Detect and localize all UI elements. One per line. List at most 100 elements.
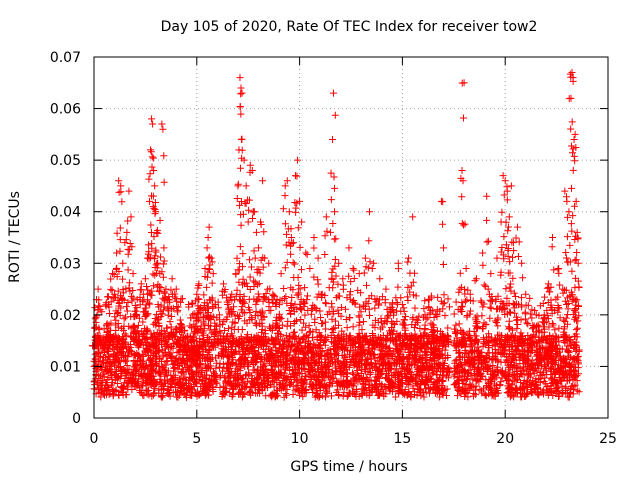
data-point <box>484 390 492 398</box>
data-point <box>239 379 247 387</box>
data-point <box>315 361 323 369</box>
data-point <box>468 347 476 355</box>
data-point <box>412 342 420 350</box>
data-point <box>189 360 197 368</box>
data-point <box>486 363 494 371</box>
data-point <box>131 377 139 385</box>
data-point <box>139 377 147 385</box>
data-point <box>513 325 521 333</box>
data-point <box>405 348 413 356</box>
data-point <box>241 309 249 317</box>
data-point <box>358 391 366 399</box>
data-point <box>93 378 101 386</box>
data-point <box>300 319 308 327</box>
data-point <box>398 301 406 309</box>
data-point <box>195 308 203 316</box>
data-point <box>236 243 244 251</box>
data-point <box>352 376 360 384</box>
data-point <box>323 227 331 235</box>
data-point <box>461 297 469 305</box>
data-point <box>240 292 248 300</box>
data-point <box>252 376 260 384</box>
data-point <box>91 323 99 331</box>
data-point <box>296 305 304 313</box>
data-point <box>261 330 269 338</box>
data-point <box>110 388 118 396</box>
data-point <box>141 312 149 320</box>
data-point <box>194 310 202 318</box>
data-point <box>148 244 156 252</box>
data-point <box>259 341 267 349</box>
data-point <box>137 286 145 294</box>
data-point <box>313 377 321 385</box>
data-point <box>152 261 160 269</box>
data-point <box>362 332 370 340</box>
data-point <box>259 362 267 370</box>
data-point <box>370 338 378 346</box>
data-point <box>294 289 302 297</box>
data-point <box>388 324 396 332</box>
data-point <box>355 270 363 278</box>
data-point <box>435 353 443 361</box>
data-point <box>157 283 165 291</box>
data-point <box>300 302 308 310</box>
data-point <box>328 315 336 323</box>
data-point <box>524 390 532 398</box>
data-point <box>343 376 351 384</box>
data-point <box>391 383 399 391</box>
data-point <box>308 355 316 363</box>
data-point <box>296 285 304 293</box>
data-point <box>234 326 242 334</box>
data-point <box>235 342 243 350</box>
data-point <box>246 286 254 293</box>
data-point <box>565 376 573 384</box>
data-point <box>571 373 579 381</box>
data-point <box>142 301 150 309</box>
data-point <box>411 304 419 312</box>
data-point <box>386 385 394 393</box>
data-point <box>291 172 299 180</box>
data-point <box>433 371 441 379</box>
data-point <box>327 196 335 204</box>
data-point <box>390 309 398 317</box>
data-point <box>309 385 317 393</box>
data-point <box>103 355 111 363</box>
data-point <box>108 286 116 294</box>
data-point <box>386 378 394 386</box>
data-point <box>164 379 172 387</box>
data-point <box>382 365 390 373</box>
data-point <box>346 288 354 296</box>
data-point <box>254 367 262 375</box>
data-point <box>225 304 233 312</box>
data-point <box>466 380 474 388</box>
data-point <box>316 392 324 400</box>
data-point <box>250 360 258 368</box>
data-point <box>147 362 155 370</box>
data-point <box>242 182 250 190</box>
data-point <box>155 386 163 394</box>
data-point <box>375 391 383 399</box>
data-point <box>189 311 197 319</box>
data-point <box>244 218 252 226</box>
data-point <box>284 338 292 346</box>
data-point <box>574 356 582 364</box>
data-point <box>298 218 306 226</box>
data-point <box>465 360 473 368</box>
data-point <box>530 367 538 375</box>
data-point <box>133 350 141 358</box>
data-point <box>474 343 482 351</box>
data-point <box>111 313 119 321</box>
data-point <box>547 375 555 383</box>
data-point <box>281 192 289 200</box>
data-point <box>147 146 155 154</box>
data-point <box>298 387 306 395</box>
data-point <box>212 364 220 372</box>
data-point <box>515 335 523 343</box>
data-point <box>331 111 339 119</box>
data-point <box>485 355 493 363</box>
data-point <box>156 217 164 225</box>
data-point <box>207 365 215 373</box>
data-point <box>236 260 244 268</box>
data-point <box>282 332 290 340</box>
data-point <box>154 280 162 288</box>
